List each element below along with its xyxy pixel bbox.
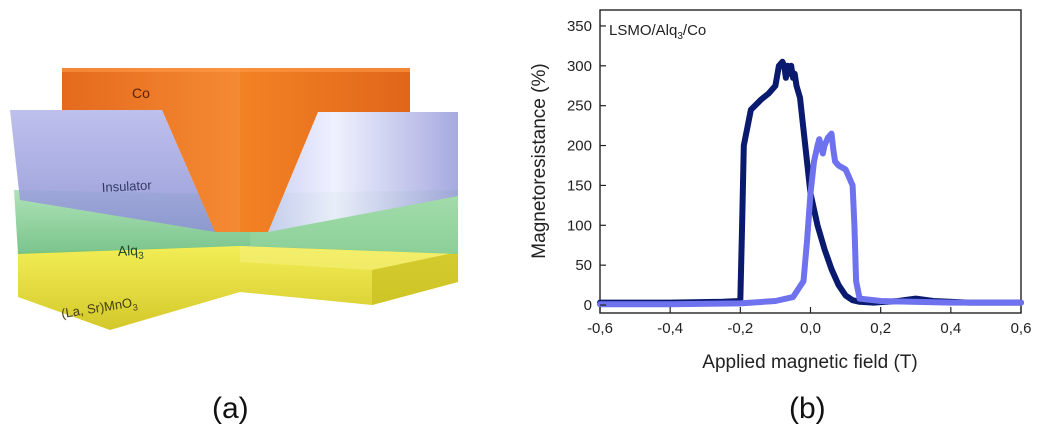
y-axis: 0 50 100 150 200 250 300 350 [567,18,606,314]
x-tick-label: 0,0 [800,320,821,337]
y-tick-label: 100 [567,217,592,234]
y-tick-label: 150 [567,177,592,194]
caption-a: (a) [212,392,249,425]
device-schematic: Co Insulator Alq3 (La, Sr)MnO3 [10,68,458,330]
y-tick-label: 0 [584,297,592,314]
y-axis-label: Magnetoresistance (%) [529,63,550,258]
y-tick-label: 50 [575,257,592,274]
chart-title: LSMO/Alq3/Co [609,22,706,42]
x-tick-label: -0,6 [587,320,613,337]
chart-title-main: LSMO/Alq [609,22,677,39]
series-line-1 [597,58,1024,306]
lsmo-label-sub: 3 [132,302,139,313]
co-electrode [62,68,410,232]
x-tick-label: 0,2 [870,320,891,337]
x-tick-label: 0,6 [1011,320,1032,337]
mr-chart: -0,6 -0,4 -0,2 0,0 0,2 0,4 0,6 0 50 100 150 200 250… [529,9,1031,373]
y-tick-label: 200 [567,138,592,155]
chart-title-sub: 3 [677,31,683,42]
plot-series [597,58,1024,308]
x-tick-label: 0,4 [940,320,961,337]
insulator-label: Insulator [101,177,152,195]
series-line-2 [597,130,1024,308]
insulator-layer [10,110,458,232]
caption-b: (b) [789,392,826,425]
co-label: Co [132,85,150,101]
x-tick-label: -0,4 [657,320,683,337]
plot-frame [599,9,1022,314]
y-tick-label: 250 [567,98,592,115]
y-tick-label: 350 [567,18,592,35]
x-axis: -0,6 -0,4 -0,2 0,0 0,2 0,4 0,6 [587,307,1031,337]
alq-label: Alq3 [117,242,144,263]
alq-label-sub: 3 [138,251,145,262]
x-tick-label: -0,2 [727,320,753,337]
chart-title-tail: /Co [683,22,706,39]
y-tick-label: 300 [567,58,592,75]
x-axis-label: Applied magnetic field (T) [702,352,917,373]
alq-label-main: Alq [117,242,138,259]
